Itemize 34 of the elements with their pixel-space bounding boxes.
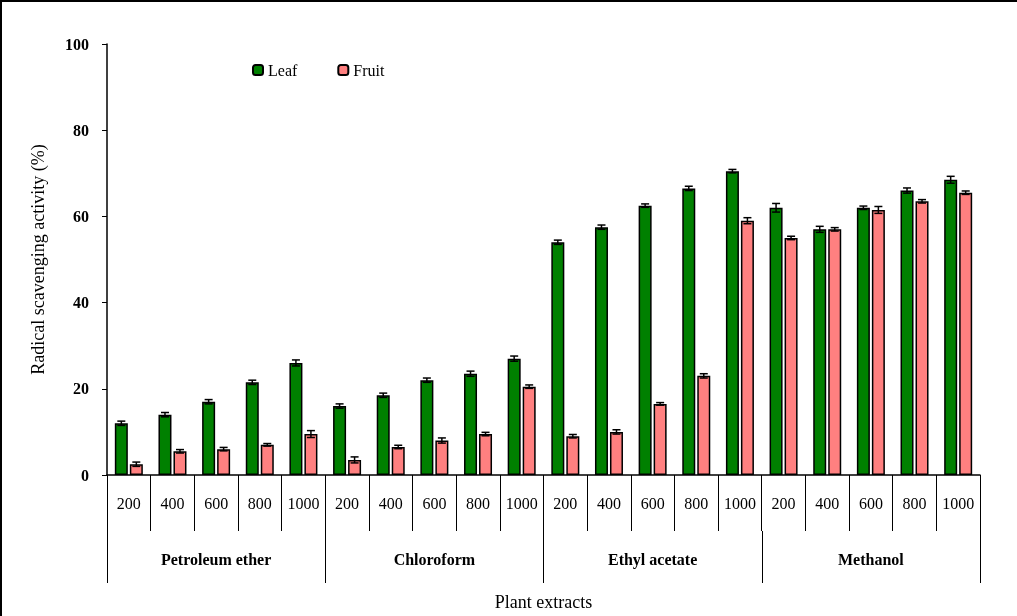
x-tick-label: 600: [640, 494, 665, 512]
x-tick-label: 600: [858, 494, 883, 512]
text: Chloroform: [393, 550, 476, 568]
x-tick-label: 400: [378, 494, 403, 512]
y-tick-label: 0: [81, 466, 89, 484]
text: Methanol: [837, 550, 905, 568]
x-tick-label: 800: [902, 494, 927, 512]
y-tick-label: 100: [65, 35, 89, 53]
x-tick-label: 800: [466, 494, 491, 512]
x-tick-label: 600: [204, 494, 229, 512]
y-tick-label: 40: [73, 294, 89, 312]
x-tick-label: 1000: [723, 494, 756, 512]
x-tick-label: 200: [335, 494, 360, 512]
x-tick-label: 400: [596, 494, 621, 512]
y-tick-label: 60: [73, 207, 89, 225]
x-axis-title: Plant extracts: [494, 592, 593, 612]
x-tick-label: 400: [160, 494, 185, 512]
text: Ethyl acetate: [607, 550, 698, 569]
x-tick-label: 400: [815, 494, 840, 512]
legend-label: Fruit: [353, 61, 385, 79]
legend-label: Leaf: [268, 61, 298, 79]
x-tick-label: 800: [684, 494, 709, 512]
x-tick-label: 1000: [942, 494, 975, 512]
y-tick-label: 80: [73, 121, 89, 139]
x-tick-label: 800: [247, 494, 272, 512]
x-tick-label: 200: [771, 494, 796, 512]
y-axis-title: Radical scavenging activity (%): [28, 144, 49, 375]
x-tick-label: 1000: [287, 494, 320, 512]
text: Petroleum ether: [160, 550, 272, 568]
y-tick-label: 20: [73, 380, 89, 398]
x-tick-label: 200: [116, 494, 141, 512]
x-tick-label: 200: [553, 494, 578, 512]
x-tick-label: 1000: [505, 494, 538, 512]
x-tick-label: 600: [422, 494, 447, 512]
